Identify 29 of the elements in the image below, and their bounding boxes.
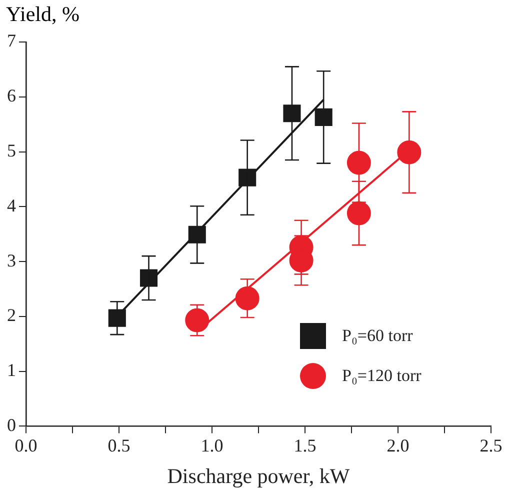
point xyxy=(235,286,260,310)
y-tick-label: 5 xyxy=(7,140,16,161)
point xyxy=(346,150,371,175)
point xyxy=(346,201,371,226)
point xyxy=(108,309,126,327)
point xyxy=(314,108,332,126)
point xyxy=(188,226,206,244)
x-tick-label: 2.5 xyxy=(480,436,502,456)
y-tick-label: 3 xyxy=(7,250,16,270)
x-tick-label: 0.5 xyxy=(108,436,130,456)
x-tick-label: 0.0 xyxy=(14,436,38,456)
y-tick-label: 7 xyxy=(7,30,16,51)
y-axis-title: Yield, % xyxy=(6,2,80,27)
y-tick-label: 6 xyxy=(7,86,16,106)
y-tick-label: 4 xyxy=(7,195,16,216)
legend-label: P₀=120 torr xyxy=(342,366,422,386)
x-tick-label: 1.0 xyxy=(200,436,224,456)
x-axis-title: Discharge power, kW xyxy=(167,464,350,488)
y-tick-label: 2 xyxy=(7,305,16,326)
x-tick-label: 2.0 xyxy=(386,436,410,456)
y-tick-label: 1 xyxy=(7,360,16,380)
point xyxy=(397,140,422,164)
point xyxy=(185,308,210,332)
legend-label: P₀=60 torr xyxy=(342,326,413,346)
y-tick-label: 0 xyxy=(7,414,16,435)
point xyxy=(238,168,256,186)
point xyxy=(283,104,301,122)
point xyxy=(140,269,158,287)
x-tick-label: 1.5 xyxy=(294,436,316,456)
